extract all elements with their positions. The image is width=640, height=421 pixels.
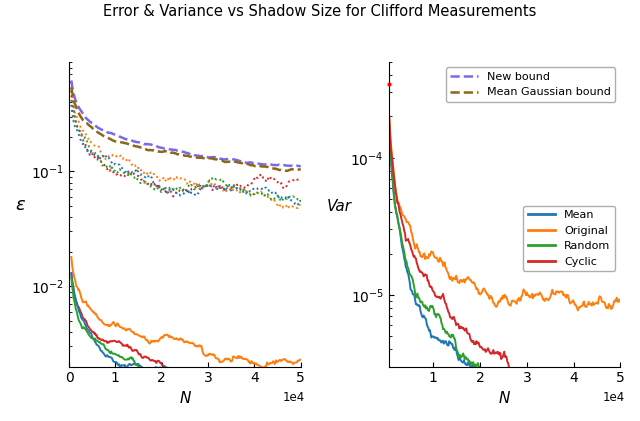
X-axis label: N: N (499, 391, 510, 406)
Y-axis label: Var: Var (327, 199, 352, 214)
Y-axis label: ε: ε (15, 196, 25, 214)
Text: 1e4: 1e4 (603, 391, 625, 404)
Legend: Mean, Original, Random, Cyclic: Mean, Original, Random, Cyclic (523, 206, 615, 272)
X-axis label: N: N (179, 391, 191, 406)
Text: 1e4: 1e4 (283, 391, 305, 404)
Text: Error & Variance vs Shadow Size for Clifford Measurements: Error & Variance vs Shadow Size for Clif… (103, 4, 537, 19)
